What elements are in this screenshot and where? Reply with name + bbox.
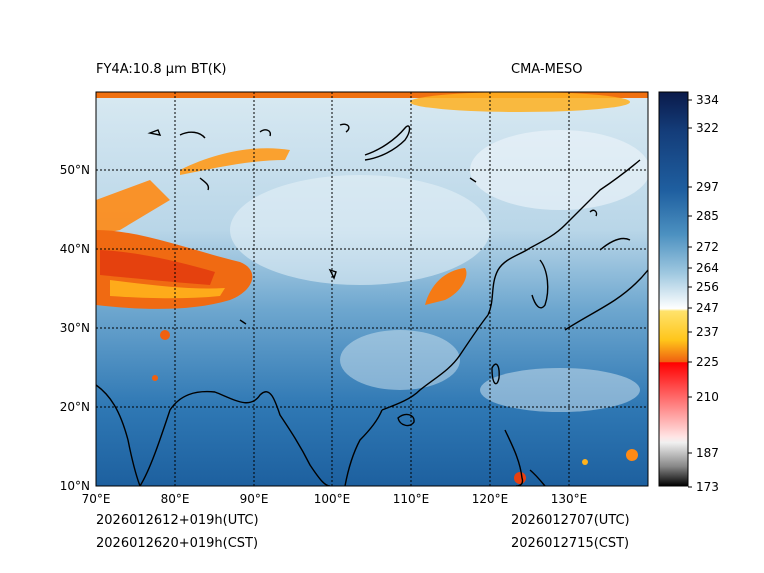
lon-label: 80°E bbox=[161, 492, 190, 506]
valid-time-utc: 2026012707(UTC) bbox=[511, 513, 630, 528]
colorbar-tick-label: 247 bbox=[696, 301, 719, 315]
coastlines bbox=[96, 123, 648, 486]
lon-label: 120°E bbox=[472, 492, 509, 506]
map-frame bbox=[95, 91, 649, 487]
colorbar-tick-label: 272 bbox=[696, 240, 719, 254]
colorbar-tick-label: 237 bbox=[696, 325, 719, 339]
init-time-cst: 2026012620+019h(CST) bbox=[96, 536, 259, 551]
colorbar-tick-label: 225 bbox=[696, 355, 719, 369]
lon-label: 110°E bbox=[393, 492, 430, 506]
lat-label: 10°N bbox=[60, 479, 90, 493]
init-time-utc: 2026012612+019h(UTC) bbox=[96, 513, 259, 528]
bt-field bbox=[96, 92, 648, 486]
lon-axis: 70°E 80°E 90°E 100°E 110°E 120°E 130°E bbox=[82, 492, 588, 506]
colorbar-tick-label: 264 bbox=[696, 261, 719, 275]
gridlines bbox=[96, 92, 648, 486]
map-title: FY4A:10.8 μm BT(K) bbox=[96, 62, 227, 77]
colorbar-tick-label: 210 bbox=[696, 390, 719, 404]
lon-label: 130°E bbox=[551, 492, 588, 506]
colorbar-tick-label: 187 bbox=[696, 446, 719, 460]
colorbar: 334 322 297 285 272 264 256 247 237 225 210 187 173 bbox=[658, 91, 719, 494]
colorbar-tick-label: 334 bbox=[696, 93, 719, 107]
colorbar-scale bbox=[658, 91, 689, 487]
valid-time-cst: 2026012715(CST) bbox=[511, 536, 630, 551]
colorbar-tick-label: 322 bbox=[696, 121, 719, 135]
lat-label: 20°N bbox=[60, 400, 90, 414]
lat-label: 40°N bbox=[60, 242, 90, 256]
colorbar-tick-label: 256 bbox=[696, 280, 719, 294]
lon-label: 90°E bbox=[240, 492, 269, 506]
lat-label: 30°N bbox=[60, 321, 90, 335]
colorbar-tick-label: 173 bbox=[696, 480, 719, 494]
lon-label: 70°E bbox=[82, 492, 111, 506]
lat-label: 50°N bbox=[60, 163, 90, 177]
model-name: CMA-MESO bbox=[511, 62, 583, 77]
colorbar-tick-label: 285 bbox=[696, 209, 719, 223]
lat-axis: 50°N 40°N 30°N 20°N 10°N bbox=[60, 163, 90, 493]
lon-label: 100°E bbox=[314, 492, 351, 506]
colorbar-ticks: 334 322 297 285 272 264 256 247 237 225 210 187 173 bbox=[688, 93, 719, 494]
colorbar-tick-label: 297 bbox=[696, 180, 719, 194]
